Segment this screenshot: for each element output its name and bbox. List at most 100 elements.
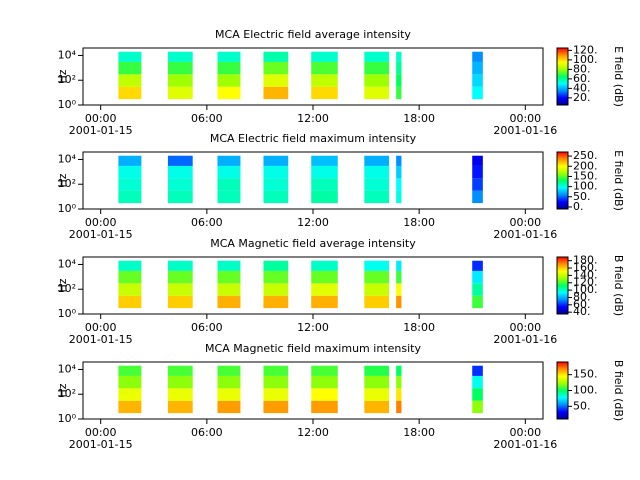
heatmap-cell: [364, 74, 390, 87]
heatmap-cell: [472, 375, 483, 389]
heatmap-cell: [118, 61, 142, 75]
heatmap-cell: [217, 365, 241, 376]
colorbar-tick-label: 140.: [573, 268, 598, 281]
x-date-label: 2001-01-16: [493, 438, 557, 451]
heatmap-cell: [118, 260, 142, 271]
heatmap-cell: [472, 51, 483, 62]
heatmap-cell: [263, 178, 289, 191]
x-tick-label: 00:00: [509, 426, 541, 439]
heatmap-cell: [167, 400, 193, 414]
y-tick-label: 10⁴: [58, 257, 77, 270]
x-date-label: 2001-01-15: [69, 438, 133, 451]
heatmap-cell: [311, 190, 338, 204]
colorbar-tick-label: 60.: [573, 72, 591, 85]
colorbar-tick-label: 100.: [573, 283, 598, 296]
heatmap-cell: [118, 86, 142, 100]
colorbar-tick-label: 250.: [573, 149, 598, 162]
x-tick-label: 18:00: [403, 321, 435, 334]
heatmap-cell: [217, 388, 241, 401]
heatmap-cell: [217, 165, 241, 179]
x-tick-label: 06:00: [191, 216, 223, 229]
heatmap-cell: [263, 61, 289, 75]
heatmap-cell: [364, 295, 390, 309]
heatmap-cell: [364, 400, 390, 414]
heatmap-cell: [472, 190, 483, 204]
y-tick-label: 10⁰: [58, 307, 77, 320]
y-tick-label: 10⁴: [58, 152, 77, 165]
heatmap-cell: [472, 74, 483, 87]
heatmap-cell: [311, 388, 338, 401]
colorbar: [556, 361, 569, 420]
heatmap-cell: [472, 270, 483, 284]
heatmap-cell: [167, 270, 193, 284]
x-tick-label: 00:00: [85, 216, 117, 229]
heatmap-cell: [396, 375, 402, 389]
heatmap-cell: [217, 86, 241, 100]
heatmap-cell: [472, 178, 483, 191]
heatmap-cell: [311, 295, 338, 309]
heatmap-cell: [472, 295, 483, 309]
chart-title: MCA Magnetic field maximum intensity: [205, 342, 421, 355]
heatmap-cell: [396, 283, 402, 296]
heatmap-cell: [217, 61, 241, 75]
x-tick-label: 06:00: [191, 321, 223, 334]
heatmap-cell: [311, 86, 338, 100]
y-axis-label: Hz: [56, 278, 69, 292]
heatmap-cell: [364, 375, 390, 389]
heatmap-cell: [118, 375, 142, 389]
colorbar: [556, 47, 569, 106]
colorbar-tick-label: 150.: [573, 169, 598, 182]
colorbar-tick-label: 100.: [573, 53, 598, 66]
y-tick-label: 10²: [58, 73, 76, 86]
heatmap-cell: [472, 400, 483, 414]
heatmap-cell: [311, 260, 338, 271]
colorbar-tick-label: 200.: [573, 159, 598, 172]
colorbar-tick-label: 160.: [573, 261, 598, 274]
heatmap-cell: [167, 365, 193, 376]
heatmap-cell: [311, 165, 338, 179]
heatmap-cell: [396, 61, 402, 75]
heatmap-cell: [118, 155, 142, 166]
colorbar-label: E field (dB): [612, 150, 625, 211]
colorbar-tick-label: 20.: [573, 91, 591, 104]
x-date-label: 2001-01-15: [69, 333, 133, 346]
heatmap-cell: [263, 86, 289, 100]
y-tick-label: 10⁰: [58, 202, 77, 215]
heatmap-cell: [364, 155, 390, 166]
heatmap-cell: [396, 190, 402, 204]
colorbar-tick-label: 120.: [573, 43, 598, 56]
heatmap-cell: [364, 178, 390, 191]
colorbar-tick-label: 60.: [573, 298, 591, 311]
heatmap-cell: [472, 155, 483, 166]
heatmap-cell: [217, 375, 241, 389]
heatmap-cell: [263, 155, 289, 166]
heatmap-cell: [263, 388, 289, 401]
heatmap-cell: [118, 365, 142, 376]
x-tick-label: 00:00: [509, 112, 541, 125]
heatmap-cell: [472, 61, 483, 75]
heatmap-cell: [364, 388, 390, 401]
x-date-label: 2001-01-16: [493, 124, 557, 137]
heatmap-cell: [364, 51, 390, 62]
heatmap-cell: [364, 61, 390, 75]
heatmap-cell: [263, 400, 289, 414]
heatmap-cell: [472, 165, 483, 179]
heatmap-cell: [118, 51, 142, 62]
heatmap-cell: [167, 388, 193, 401]
heatmap-cell: [217, 400, 241, 414]
heatmap-cell: [263, 283, 289, 296]
heatmap-cell: [167, 165, 193, 179]
y-tick-label: 10⁰: [58, 412, 77, 425]
heatmap-cell: [364, 270, 390, 284]
x-date-label: 2001-01-16: [493, 228, 557, 241]
heatmap-cell: [167, 74, 193, 87]
heatmap-cell: [167, 86, 193, 100]
heatmap-cell: [472, 388, 483, 401]
colorbar: [556, 151, 569, 210]
heatmap-cell: [263, 270, 289, 284]
heatmap-cell: [311, 400, 338, 414]
x-date-label: 2001-01-15: [69, 228, 133, 241]
heatmap-cell: [311, 375, 338, 389]
x-tick-label: 12:00: [297, 216, 329, 229]
heatmap-cell: [217, 74, 241, 87]
